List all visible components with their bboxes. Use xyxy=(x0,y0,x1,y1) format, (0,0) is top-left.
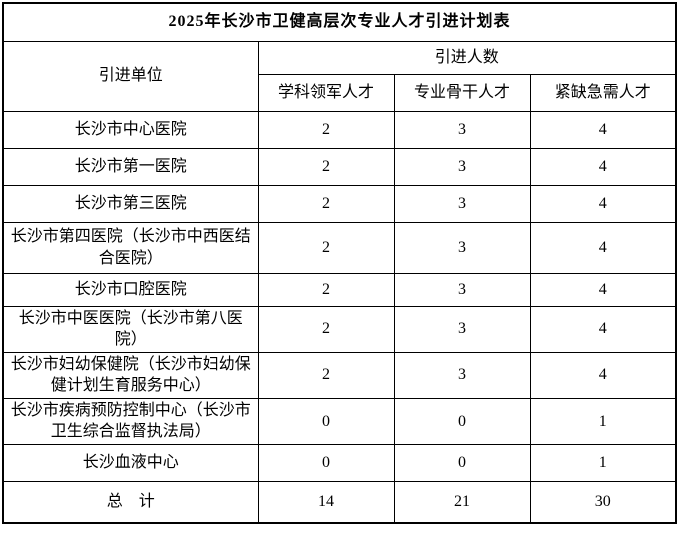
value-cell: 2 xyxy=(257,110,395,149)
value-cell: 4 xyxy=(529,110,677,149)
value-cell: 2 xyxy=(257,272,395,307)
value-cell: 4 xyxy=(529,305,677,353)
unit-cell: 长沙市中心医院 xyxy=(2,110,259,149)
table-row: 长沙市疾病预防控制中心（长沙市卫生综合监督执法局） 0 0 1 xyxy=(2,397,677,446)
value-cell: 0 xyxy=(257,397,395,446)
table-row: 长沙市第三医院 2 3 4 xyxy=(2,184,677,223)
table-row: 长沙市中心医院 2 3 4 xyxy=(2,110,677,149)
value-cell: 4 xyxy=(529,272,677,307)
value-cell: 3 xyxy=(393,272,531,307)
value-cell: 3 xyxy=(393,110,531,149)
unit-cell: 长沙血液中心 xyxy=(2,444,259,483)
talent-plan-table: 2025年长沙市卫健高层次专业人才引进计划表 引进单位 引进人数 学科领军人才 … xyxy=(2,2,677,524)
header-row-group: 引进单位 引进人数 xyxy=(2,40,677,112)
value-cell: 2 xyxy=(257,184,395,223)
value-cell: 4 xyxy=(529,221,677,274)
header-unit: 引进单位 xyxy=(2,40,259,112)
total-row: 总 计 14 21 30 xyxy=(2,481,677,524)
table-row: 长沙血液中心 0 0 1 xyxy=(2,444,677,483)
header-professional-backbone: 专业骨干人才 xyxy=(393,73,531,112)
total-value-cell: 21 xyxy=(393,481,531,524)
total-value-cell: 14 xyxy=(257,481,395,524)
value-cell: 3 xyxy=(393,305,531,353)
unit-cell: 长沙市中医医院（长沙市第八医院） xyxy=(2,305,259,353)
table-row: 长沙市中医医院（长沙市第八医院） 2 3 4 xyxy=(2,305,677,353)
header-subject-leader: 学科领军人才 xyxy=(257,73,395,112)
table-row: 长沙市口腔医院 2 3 4 xyxy=(2,272,677,307)
value-cell: 0 xyxy=(257,444,395,483)
value-cell: 1 xyxy=(529,397,677,446)
page-title: 2025年长沙市卫健高层次专业人才引进计划表 xyxy=(2,2,677,42)
table-row: 长沙市妇幼保健院（长沙市妇幼保健计划生育服务中心） 2 3 4 xyxy=(2,351,677,399)
value-cell: 2 xyxy=(257,305,395,353)
value-cell: 3 xyxy=(393,184,531,223)
unit-cell: 长沙市第三医院 xyxy=(2,184,259,223)
value-cell: 3 xyxy=(393,221,531,274)
header-urgent-need: 紧缺急需人才 xyxy=(529,73,677,112)
value-cell: 1 xyxy=(529,444,677,483)
value-cell: 2 xyxy=(257,221,395,274)
value-cell: 3 xyxy=(393,351,531,399)
value-cell: 4 xyxy=(529,351,677,399)
unit-cell: 长沙市第一医院 xyxy=(2,147,259,186)
unit-cell: 长沙市口腔医院 xyxy=(2,272,259,307)
value-cell: 2 xyxy=(257,351,395,399)
value-cell: 0 xyxy=(393,397,531,446)
header-intake-count: 引进人数 xyxy=(257,40,677,75)
value-cell: 3 xyxy=(393,147,531,186)
value-cell: 4 xyxy=(529,184,677,223)
title-row: 2025年长沙市卫健高层次专业人才引进计划表 xyxy=(2,2,677,42)
unit-cell: 长沙市疾病预防控制中心（长沙市卫生综合监督执法局） xyxy=(2,397,259,446)
value-cell: 2 xyxy=(257,147,395,186)
unit-cell: 长沙市妇幼保健院（长沙市妇幼保健计划生育服务中心） xyxy=(2,351,259,399)
header-row-sub: 学科领军人才 专业骨干人才 紧缺急需人才 xyxy=(3,73,677,112)
table-row: 长沙市第四医院（长沙市中西医结合医院） 2 3 4 xyxy=(2,221,677,274)
value-cell: 4 xyxy=(529,147,677,186)
table-row: 长沙市第一医院 2 3 4 xyxy=(2,147,677,186)
total-value-cell: 30 xyxy=(529,481,677,524)
total-label-cell: 总 计 xyxy=(2,481,259,524)
unit-cell: 长沙市第四医院（长沙市中西医结合医院） xyxy=(2,221,259,274)
value-cell: 0 xyxy=(393,444,531,483)
